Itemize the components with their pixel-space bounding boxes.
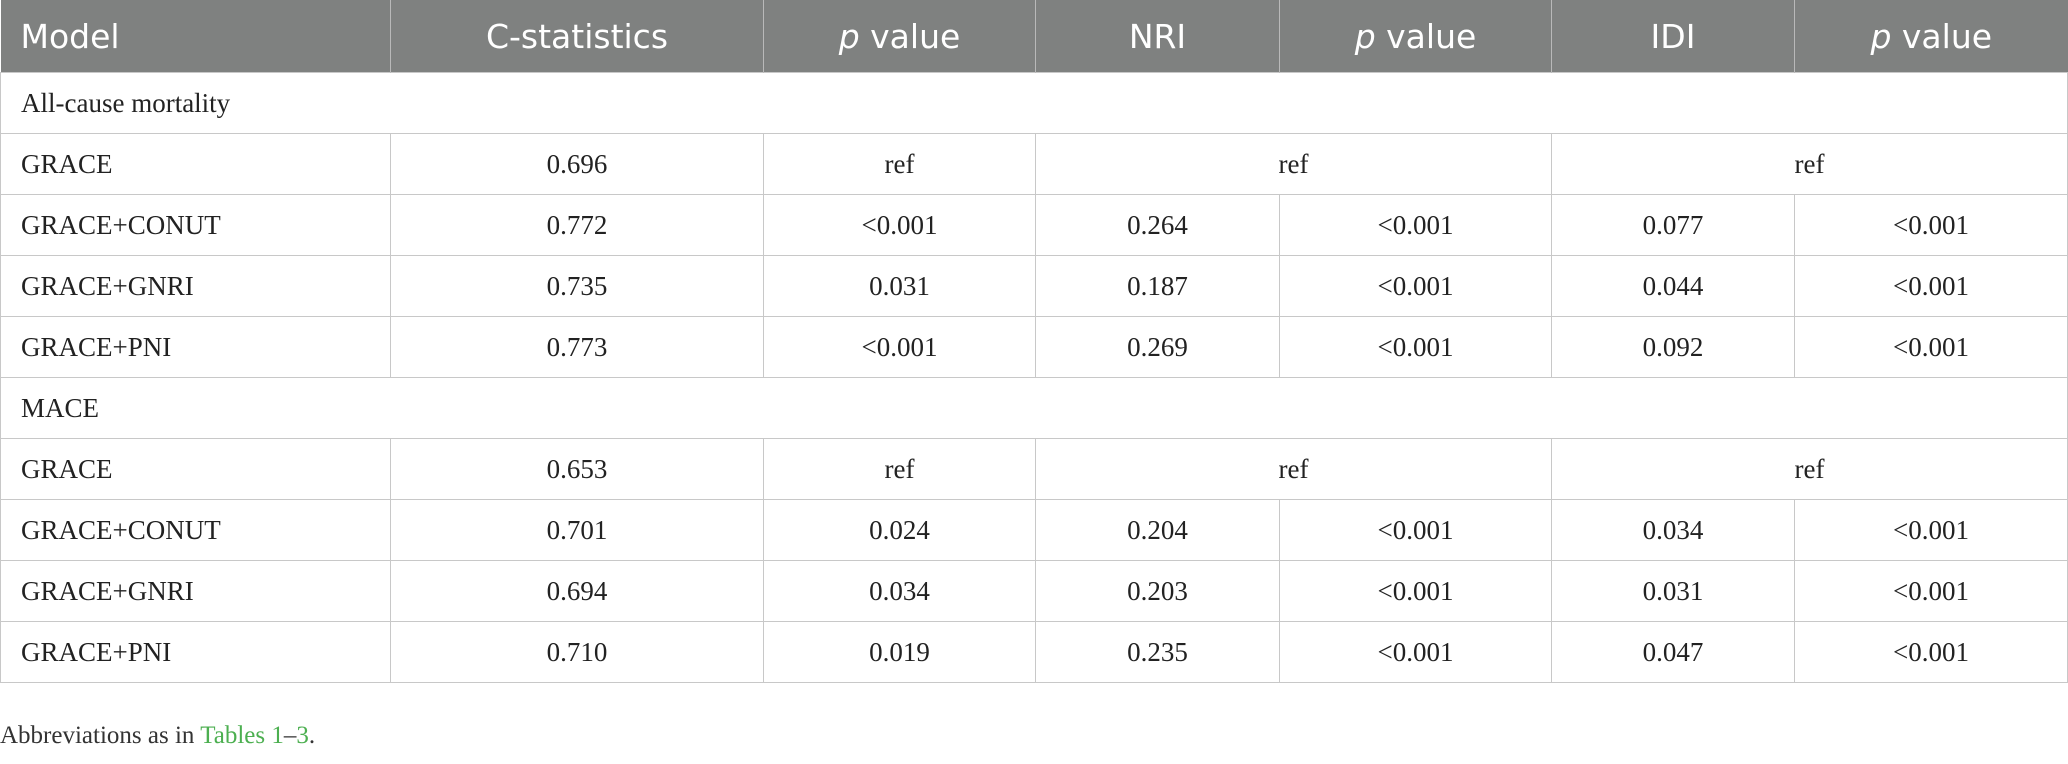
cell-c-statistic: 0.735	[390, 255, 764, 317]
cell-idi-p-value: <0.001	[1794, 560, 2068, 622]
table-row: GRACE 0.696 ref ref ref	[0, 133, 2068, 195]
header-idi: IDI	[1551, 0, 1795, 73]
cell-model: GRACE+CONUT	[0, 499, 391, 561]
cell-p-value: ref	[763, 133, 1036, 195]
header-p-value-3: p value	[1794, 0, 2068, 73]
cell-idi: 0.031	[1551, 560, 1795, 622]
cell-nri-p-value: <0.001	[1279, 316, 1552, 378]
cell-model: GRACE+GNRI	[0, 255, 391, 317]
cell-nri: ref	[1035, 438, 1552, 500]
cell-c-statistic: 0.772	[390, 194, 764, 256]
section-row-all-cause-mortality: All-cause mortality	[0, 72, 2068, 134]
cell-c-statistic: 0.710	[390, 621, 764, 683]
cell-idi-p-value: <0.001	[1794, 621, 2068, 683]
cell-nri-p-value: <0.001	[1279, 194, 1552, 256]
cell-nri: 0.269	[1035, 316, 1280, 378]
cell-c-statistic: 0.696	[390, 133, 764, 195]
header-p-value-1: p value	[763, 0, 1036, 73]
cell-idi: 0.034	[1551, 499, 1795, 561]
cell-model: GRACE+GNRI	[0, 560, 391, 622]
cell-idi: ref	[1551, 438, 2068, 500]
cell-p-value: 0.024	[763, 499, 1036, 561]
footnote-suffix: .	[308, 722, 316, 749]
cell-idi: 0.092	[1551, 316, 1795, 378]
tables-link-end[interactable]: 3	[296, 722, 309, 749]
results-table-container: Model C-statistics p value NRI p value I…	[0, 0, 2068, 683]
footnote-prefix: Abbreviations as in	[0, 722, 201, 749]
cell-nri: ref	[1035, 133, 1552, 195]
cell-nri-p-value: <0.001	[1279, 255, 1552, 317]
cell-nri: 0.235	[1035, 621, 1280, 683]
cell-idi: ref	[1551, 133, 2068, 195]
model-comparison-table: Model C-statistics p value NRI p value I…	[0, 0, 2068, 683]
cell-model: GRACE+PNI	[0, 316, 391, 378]
header-p-value-2: p value	[1279, 0, 1552, 73]
cell-idi: 0.044	[1551, 255, 1795, 317]
cell-p-value: 0.019	[763, 621, 1036, 683]
cell-idi: 0.077	[1551, 194, 1795, 256]
table-row: GRACE+CONUT 0.701 0.024 0.204 <0.001 0.0…	[0, 499, 2068, 561]
cell-idi-p-value: <0.001	[1794, 316, 2068, 378]
cell-model: GRACE+PNI	[0, 621, 391, 683]
table-row: GRACE 0.653 ref ref ref	[0, 438, 2068, 500]
header-c-statistics: C-statistics	[390, 0, 764, 73]
cell-model: GRACE	[0, 133, 391, 195]
cell-nri-p-value: <0.001	[1279, 560, 1552, 622]
cell-nri-p-value: <0.001	[1279, 499, 1552, 561]
section-row-mace: MACE	[0, 377, 2068, 439]
cell-idi-p-value: <0.001	[1794, 255, 2068, 317]
table-row: GRACE+PNI 0.710 0.019 0.235 <0.001 0.047…	[0, 621, 2068, 683]
cell-p-value: <0.001	[763, 316, 1036, 378]
cell-p-value: <0.001	[763, 194, 1036, 256]
cell-p-value: 0.031	[763, 255, 1036, 317]
cell-c-statistic: 0.773	[390, 316, 764, 378]
cell-nri-p-value: <0.001	[1279, 621, 1552, 683]
tables-link-start[interactable]: Tables 1	[200, 722, 284, 749]
cell-p-value: 0.034	[763, 560, 1036, 622]
table-row: GRACE+CONUT 0.772 <0.001 0.264 <0.001 0.…	[0, 194, 2068, 256]
cell-idi-p-value: <0.001	[1794, 499, 2068, 561]
cell-nri: 0.203	[1035, 560, 1280, 622]
header-row: Model C-statistics p value NRI p value I…	[0, 0, 2068, 73]
cell-nri: 0.204	[1035, 499, 1280, 561]
cell-c-statistic: 0.694	[390, 560, 764, 622]
cell-c-statistic: 0.701	[390, 499, 764, 561]
section-title: All-cause mortality	[0, 72, 2068, 134]
cell-model: GRACE	[0, 438, 391, 500]
header-nri: NRI	[1035, 0, 1280, 73]
cell-idi-p-value: <0.001	[1794, 194, 2068, 256]
cell-nri: 0.187	[1035, 255, 1280, 317]
cell-p-value: ref	[763, 438, 1036, 500]
cell-model: GRACE+CONUT	[0, 194, 391, 256]
section-title: MACE	[0, 377, 2068, 439]
table-row: GRACE+GNRI 0.735 0.031 0.187 <0.001 0.04…	[0, 255, 2068, 317]
table-row: GRACE+GNRI 0.694 0.034 0.203 <0.001 0.03…	[0, 560, 2068, 622]
footnote-dash: –	[283, 722, 297, 749]
table-row: GRACE+PNI 0.773 <0.001 0.269 <0.001 0.09…	[0, 316, 2068, 378]
header-model: Model	[0, 0, 391, 73]
cell-idi: 0.047	[1551, 621, 1795, 683]
table-footnote: Abbreviations as in Tables 1–3.	[0, 722, 315, 750]
cell-c-statistic: 0.653	[390, 438, 764, 500]
cell-nri: 0.264	[1035, 194, 1280, 256]
